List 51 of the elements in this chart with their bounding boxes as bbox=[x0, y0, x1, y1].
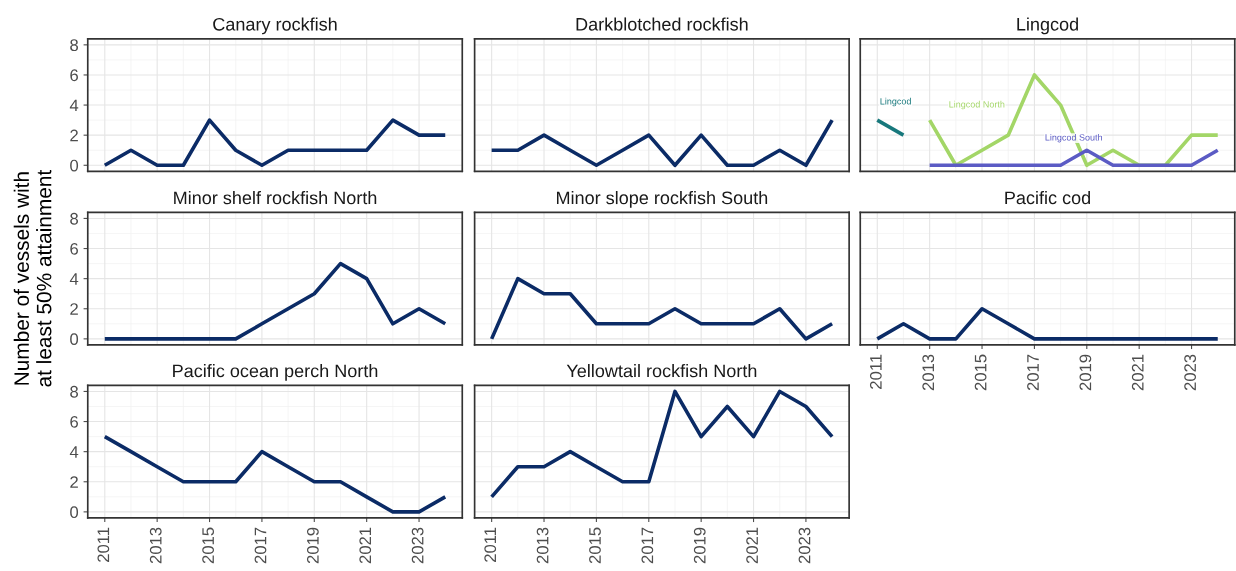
x-tick-label: 2023 bbox=[411, 527, 424, 564]
x-tick-label: 2021 bbox=[1131, 354, 1144, 391]
line-series bbox=[102, 434, 448, 514]
chart-title: Minor shelf rockfish North bbox=[174, 190, 377, 205]
chart-title: Lingcod bbox=[1017, 17, 1078, 35]
x-tick-label: 2019 bbox=[693, 527, 706, 564]
y-tick-label: 8 bbox=[70, 385, 78, 398]
x-tick-label: 2019 bbox=[1079, 354, 1092, 391]
chart-title: Pacific cod bbox=[1005, 190, 1090, 205]
chart-title: Minor slope rockfish South bbox=[556, 190, 768, 208]
chart-title: Pacific ocean perch North bbox=[173, 364, 378, 381]
line-series bbox=[102, 261, 448, 341]
chart-title: Yellowtail rockfish North bbox=[566, 364, 757, 378]
y-tick-label: 0 bbox=[70, 506, 79, 519]
y-tick-label: 0 bbox=[70, 333, 79, 346]
x-tick-label: 2021 bbox=[359, 527, 372, 564]
x-tick-label: 2023 bbox=[798, 527, 811, 564]
series-label: Lingcod South bbox=[1045, 133, 1102, 143]
x-tick-label: 2017 bbox=[254, 527, 267, 564]
chart-title: Darkblotched rockfish bbox=[576, 17, 748, 31]
y-tick-label: 6 bbox=[70, 69, 78, 82]
y-tick-label: 6 bbox=[70, 415, 78, 428]
x-tick-label: 2011 bbox=[97, 527, 110, 562]
y-tick-label: 8 bbox=[70, 39, 78, 52]
y-tick-label: 4 bbox=[69, 446, 79, 458]
x-tick-label: 2015 bbox=[974, 354, 987, 391]
y-tick-label: 4 bbox=[69, 99, 79, 112]
x-tick-label: 2013 bbox=[922, 354, 935, 391]
y-tick-label: 0 bbox=[70, 159, 79, 172]
y-tick-label: 4 bbox=[69, 273, 79, 285]
line-series bbox=[102, 118, 448, 168]
x-tick-label: 2019 bbox=[306, 527, 319, 564]
y-tick-label: 2 bbox=[70, 303, 78, 315]
y-tick-label: 2 bbox=[70, 476, 78, 488]
x-tick-label: 2015 bbox=[589, 527, 601, 564]
series-label: Lingcod bbox=[880, 97, 911, 107]
x-tick-label: 2011 bbox=[484, 527, 497, 562]
x-tick-label: 2015 bbox=[202, 527, 215, 564]
y-tick-label: 8 bbox=[70, 212, 78, 225]
x-tick-label: 2013 bbox=[536, 527, 549, 564]
x-tick-label: 2021 bbox=[746, 527, 759, 564]
y-tick-label: 2 bbox=[70, 129, 78, 142]
x-tick-label: 2013 bbox=[149, 527, 162, 564]
x-tick-label: 2017 bbox=[641, 527, 654, 564]
x-tick-label: 2011 bbox=[869, 354, 882, 389]
y-axis-title: Number of vessels with at least 50% attainment bbox=[13, 169, 52, 387]
chart-title: Canary rockfish bbox=[213, 17, 337, 35]
x-tick-label: 2023 bbox=[1184, 354, 1197, 391]
series-label: Lingcod North bbox=[949, 100, 1005, 110]
y-tick-label: 6 bbox=[70, 242, 78, 255]
x-tick-label: 2017 bbox=[1027, 354, 1039, 391]
